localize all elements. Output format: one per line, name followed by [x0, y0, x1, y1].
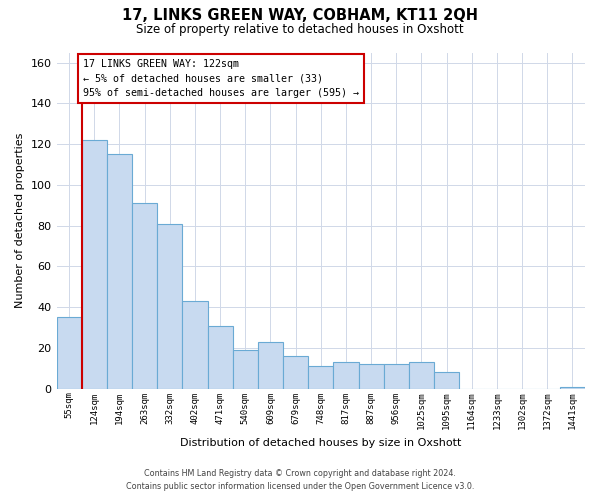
Bar — [157, 224, 182, 389]
Bar — [409, 362, 434, 389]
Bar — [258, 342, 283, 389]
Bar — [233, 350, 258, 389]
Bar — [383, 364, 409, 389]
Text: 17 LINKS GREEN WAY: 122sqm
← 5% of detached houses are smaller (33)
95% of semi-: 17 LINKS GREEN WAY: 122sqm ← 5% of detac… — [83, 58, 359, 98]
Bar — [182, 301, 208, 389]
Bar — [560, 386, 585, 389]
Bar — [283, 356, 308, 389]
Bar — [308, 366, 334, 389]
Bar — [56, 318, 82, 389]
Text: Size of property relative to detached houses in Oxshott: Size of property relative to detached ho… — [136, 22, 464, 36]
Y-axis label: Number of detached properties: Number of detached properties — [15, 133, 25, 308]
Bar — [334, 362, 359, 389]
X-axis label: Distribution of detached houses by size in Oxshott: Distribution of detached houses by size … — [180, 438, 461, 448]
Bar — [359, 364, 383, 389]
Text: Contains HM Land Registry data © Crown copyright and database right 2024.
Contai: Contains HM Land Registry data © Crown c… — [126, 469, 474, 491]
Bar — [132, 204, 157, 389]
Bar — [208, 326, 233, 389]
Text: 17, LINKS GREEN WAY, COBHAM, KT11 2QH: 17, LINKS GREEN WAY, COBHAM, KT11 2QH — [122, 8, 478, 22]
Bar — [82, 140, 107, 389]
Bar — [434, 372, 459, 389]
Bar — [107, 154, 132, 389]
